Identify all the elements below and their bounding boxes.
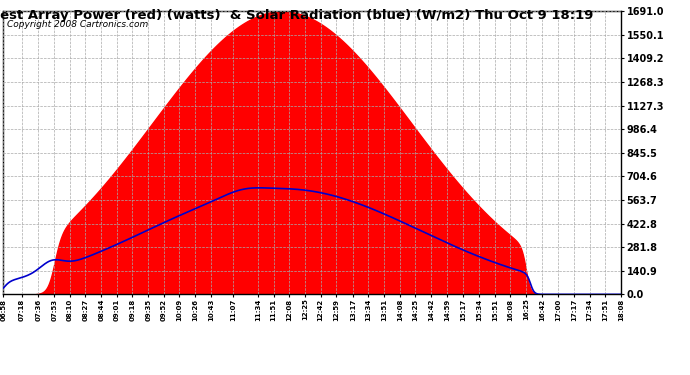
Text: Copyright 2008 Cartronics.com: Copyright 2008 Cartronics.com xyxy=(6,20,148,29)
Text: West Array Power (red) (watts)  & Solar Radiation (blue) (W/m2) Thu Oct 9 18:19: West Array Power (red) (watts) & Solar R… xyxy=(0,9,593,22)
